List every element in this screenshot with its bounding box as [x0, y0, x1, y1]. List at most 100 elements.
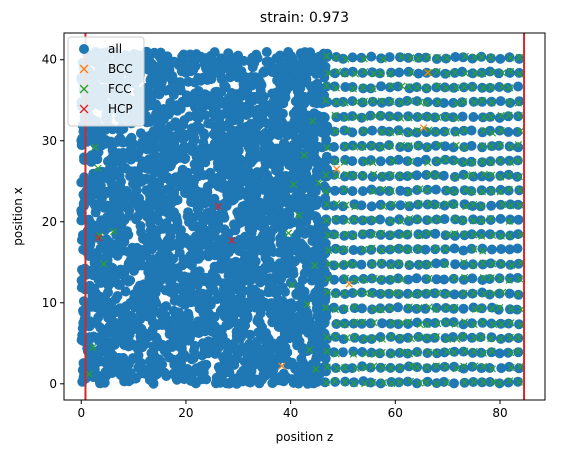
point-bcc	[333, 165, 341, 173]
point-all	[94, 375, 105, 386]
point-all	[422, 111, 433, 122]
point-fcc	[423, 320, 431, 329]
point-all	[267, 148, 277, 159]
point-all	[503, 347, 514, 358]
point-all	[181, 185, 192, 196]
legend: all BCC FCC HCP	[67, 36, 145, 127]
point-fcc	[397, 141, 406, 150]
point-hcp	[228, 236, 236, 245]
point-all	[365, 318, 376, 329]
point-all	[284, 214, 295, 225]
point-all	[249, 273, 259, 284]
point-all	[128, 150, 139, 161]
point-all	[76, 215, 87, 226]
point-all	[244, 296, 255, 307]
point-fcc	[323, 200, 331, 208]
point-all	[231, 353, 242, 364]
point-all	[221, 228, 232, 238]
point-all	[147, 372, 158, 383]
point-fcc	[389, 288, 397, 297]
point-all	[412, 156, 423, 167]
point-all	[385, 155, 396, 166]
point-all	[430, 362, 441, 373]
point-all	[256, 182, 267, 193]
point-fcc	[433, 172, 441, 180]
point-fcc	[470, 378, 478, 386]
legend-label: HCP	[108, 102, 133, 116]
point-all	[504, 141, 515, 152]
point-fcc	[405, 142, 413, 150]
point-fcc	[478, 232, 486, 240]
point-all	[384, 96, 395, 107]
point-all	[177, 369, 188, 380]
point-fcc	[352, 364, 360, 373]
point-fcc	[370, 274, 378, 283]
point-all	[356, 245, 367, 256]
point-all	[221, 340, 232, 351]
point-all	[365, 83, 376, 94]
point-fcc	[405, 246, 413, 254]
point-all	[234, 127, 245, 138]
point-fcc	[505, 185, 513, 193]
point-fcc	[370, 170, 378, 178]
point-fcc	[461, 69, 470, 77]
point-all	[440, 68, 451, 79]
point-fcc	[453, 335, 461, 343]
point-all	[194, 202, 204, 213]
point-fcc	[469, 158, 477, 166]
point-all	[185, 49, 196, 60]
point-all	[103, 350, 114, 361]
point-fcc	[433, 82, 442, 90]
point-fcc	[342, 201, 350, 209]
point-all	[109, 326, 120, 337]
point-fcc	[377, 97, 385, 105]
point-fcc	[443, 290, 451, 298]
point-all	[143, 237, 154, 248]
point-all	[457, 111, 468, 122]
point-all	[312, 81, 323, 92]
point-all	[170, 172, 181, 183]
point-all	[256, 374, 267, 385]
point-fcc	[377, 229, 386, 237]
point-all	[319, 258, 330, 269]
point-all	[241, 262, 251, 272]
point-all	[148, 304, 159, 315]
point-fcc	[359, 143, 367, 151]
point-all	[301, 53, 312, 63]
point-fcc	[432, 305, 440, 313]
point-fcc	[398, 245, 406, 253]
point-fcc	[414, 55, 422, 63]
point-fcc	[432, 333, 440, 341]
point-all	[231, 344, 242, 355]
point-all	[124, 311, 135, 322]
point-fcc	[499, 200, 507, 209]
point-all	[357, 67, 368, 78]
point-all	[76, 275, 87, 286]
y-tick-label: 20	[42, 215, 57, 229]
point-all	[208, 107, 219, 117]
point-all	[513, 214, 524, 225]
point-fcc	[324, 275, 332, 283]
point-all	[329, 185, 340, 196]
point-all	[310, 53, 321, 64]
point-all	[267, 281, 278, 292]
point-all	[169, 295, 180, 306]
point-all	[458, 169, 469, 180]
point-all	[247, 224, 258, 235]
point-fcc	[369, 158, 377, 167]
point-fcc	[468, 188, 476, 196]
point-all	[278, 376, 289, 387]
point-fcc	[361, 158, 369, 166]
point-fcc	[368, 97, 377, 105]
point-fcc	[416, 98, 424, 106]
x-tick-label: 40	[283, 406, 298, 420]
point-all	[299, 268, 310, 279]
point-all	[96, 193, 107, 204]
point-fcc	[443, 70, 451, 78]
point-all	[311, 171, 322, 182]
point-all	[504, 361, 515, 372]
point-all	[438, 376, 449, 387]
point-all	[214, 114, 225, 125]
point-all	[202, 75, 213, 85]
point-all	[276, 283, 287, 294]
